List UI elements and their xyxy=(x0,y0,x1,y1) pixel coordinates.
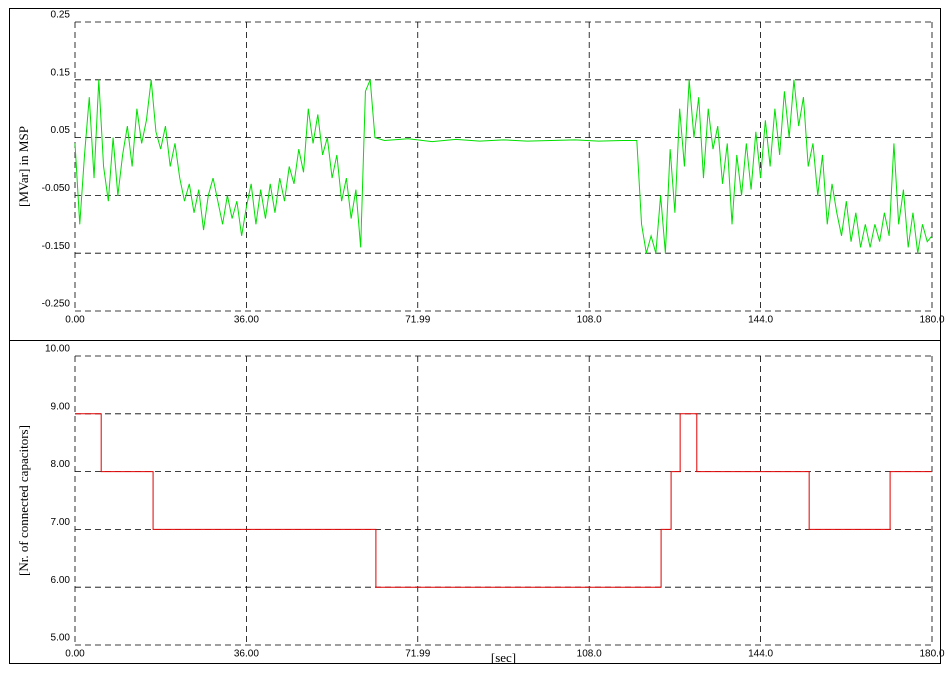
y-tick-label: -0.250 xyxy=(42,299,71,310)
x-tick-label: 180.0 xyxy=(919,649,944,660)
y-tick-label: 0.05 xyxy=(51,125,71,136)
y-tick-label: 8.00 xyxy=(51,459,71,470)
y-tick-label: 9.00 xyxy=(51,401,71,412)
x-tick-label: 108.0 xyxy=(577,315,602,326)
y-tick-label: 7.00 xyxy=(51,517,71,528)
x-tick-label: 36.00 xyxy=(234,315,259,326)
x-tick-label: 180.0 xyxy=(919,315,944,326)
y-axis-label: [Nr. of connected capacitors] xyxy=(16,425,31,576)
x-tick-label: 144.0 xyxy=(748,315,773,326)
x-tick-label: 144.0 xyxy=(748,649,773,660)
x-tick-label: 0.00 xyxy=(65,315,85,326)
y-tick-label: 0.25 xyxy=(51,10,71,21)
data-line xyxy=(74,79,933,254)
y-tick-label: 0.15 xyxy=(51,67,71,78)
panel-frame xyxy=(9,8,941,341)
x-tick-label: 108.0 xyxy=(577,649,602,660)
x-tick-label: 71.99 xyxy=(405,315,430,326)
y-tick-label: -0.150 xyxy=(42,241,71,252)
y-tick-label: 6.00 xyxy=(51,575,71,586)
panel-frame xyxy=(9,340,941,664)
data-line xyxy=(75,413,932,588)
x-tick-label: 36.00 xyxy=(234,649,259,660)
x-tick-label: 0.00 xyxy=(65,649,85,660)
x-tick-label: 71.99 xyxy=(405,649,430,660)
y-tick-label: 10.00 xyxy=(45,344,70,355)
y-tick-label: -0.050 xyxy=(42,183,71,194)
x-axis-label: [sec] xyxy=(491,650,516,665)
y-axis-label: [MVar] in MSP xyxy=(16,126,31,207)
y-tick-label: 5.00 xyxy=(51,633,71,644)
